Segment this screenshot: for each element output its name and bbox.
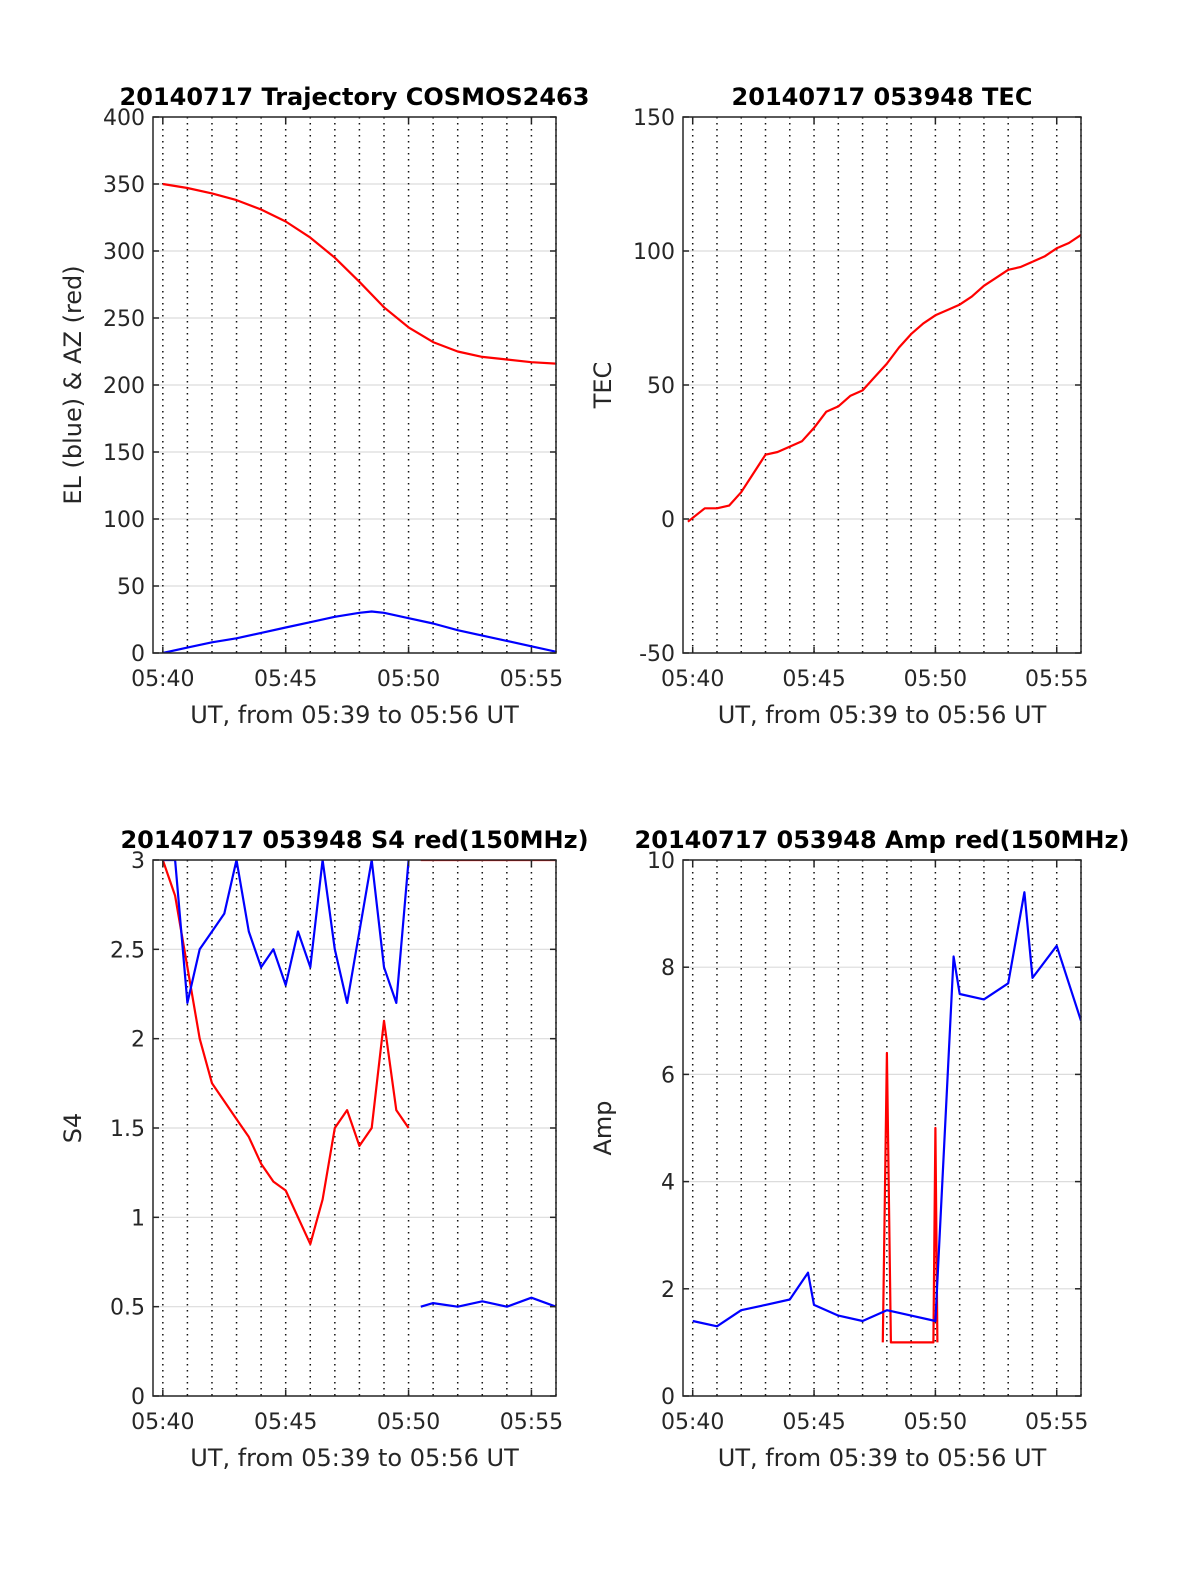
x-tick-label: 05:55 — [1025, 1410, 1088, 1435]
x-tick-label: 05:40 — [131, 1410, 194, 1435]
tec-panel: -50 0 50 100 150 05:40 05:45 05:50 05:55 20140717… — [589, 83, 1088, 729]
series-group — [687, 233, 1081, 523]
axes-box — [682, 859, 1082, 1397]
x-tick-label: 05:45 — [782, 1410, 845, 1435]
y-axis-label: EL (blue) & AZ (red) — [59, 265, 87, 504]
y-tick-label: 400 — [103, 106, 145, 131]
y-tick-label: 100 — [103, 508, 145, 533]
s4-panel: 0 0.5 1 1.5 2 2.5 3 05:40 05:45 05:50 05:55 2014071… — [59, 826, 589, 1472]
x-tick-label: 05:50 — [904, 667, 967, 692]
data-series-line — [162, 610, 556, 653]
x-tick-label: 05:50 — [904, 1410, 967, 1435]
x-axis-label: UT, from 05:39 to 05:56 UT — [718, 1444, 1047, 1472]
y-tick-label: 4 — [661, 1171, 675, 1196]
x-axis-label: UT, from 05:39 to 05:56 UT — [190, 701, 519, 729]
x-tick-label: 05:40 — [661, 667, 724, 692]
data-series-line — [420, 1296, 556, 1308]
panel-title: 20140717 053948 Amp red(150MHz) — [635, 826, 1130, 854]
y-tick-label: 200 — [103, 374, 145, 399]
y-tick-label: 250 — [103, 307, 145, 332]
y-tick-label: 0 — [131, 642, 145, 667]
panel-title: 20140717 Trajectory COSMOS2463 — [120, 83, 590, 111]
series-group — [161, 860, 556, 1308]
data-series-line — [692, 891, 1081, 1328]
series-group — [692, 891, 1081, 1344]
x-tick-label: 05:45 — [254, 667, 317, 692]
x-tick-label: 05:55 — [500, 1410, 563, 1435]
series-group — [162, 182, 556, 653]
y-axis-label: S4 — [59, 1113, 87, 1144]
trajectory-panel: 0 50 100 150 200 250 300 350 400 05:40 05:45 05:50 0… — [59, 83, 589, 729]
y-tick-label: 8 — [661, 956, 675, 981]
y-tick-label: 2 — [131, 1028, 145, 1053]
x-tick-label: 05:50 — [377, 667, 440, 692]
y-tick-label: 2 — [661, 1278, 675, 1303]
y-tick-label: 1 — [131, 1206, 145, 1231]
y-tick-label: 1.5 — [110, 1117, 145, 1142]
amp-panel: 0 2 4 6 8 10 05:40 05:45 05:50 05:55 20140717 0539… — [589, 826, 1129, 1472]
y-tick-label: 150 — [633, 106, 675, 131]
y-tick-label: 100 — [633, 240, 675, 265]
x-tick-label: 05:55 — [500, 667, 563, 692]
data-series-line — [881, 1051, 939, 1344]
y-tick-label: 10 — [647, 849, 675, 874]
y-tick-label: 2.5 — [110, 938, 145, 963]
data-series-line — [161, 860, 410, 1246]
panel-title: 20140717 053948 S4 red(150MHz) — [120, 826, 588, 854]
x-tick-label: 05:55 — [1025, 667, 1088, 692]
x-tick-label: 05:40 — [131, 667, 194, 692]
data-series-line — [162, 182, 556, 365]
y-tick-label: 0 — [661, 1385, 675, 1410]
data-series-line — [162, 860, 410, 1005]
y-tick-label: 6 — [661, 1063, 675, 1088]
y-tick-label: 3 — [131, 849, 145, 874]
y-tick-label: 0 — [131, 1385, 145, 1410]
data-series-line — [687, 233, 1081, 523]
x-tick-label: 05:45 — [254, 1410, 317, 1435]
y-tick-label: 50 — [117, 575, 145, 600]
x-tick-label: 05:40 — [661, 1410, 724, 1435]
x-axis-label: UT, from 05:39 to 05:56 UT — [718, 701, 1047, 729]
y-axis-label: TEC — [589, 362, 617, 410]
x-axis-label: UT, from 05:39 to 05:56 UT — [190, 1444, 519, 1472]
y-tick-label: -50 — [639, 642, 675, 667]
y-tick-label: 350 — [103, 173, 145, 198]
x-tick-label: 05:45 — [782, 667, 845, 692]
y-tick-label: 300 — [103, 240, 145, 265]
y-tick-label: 50 — [647, 374, 675, 399]
y-axis-label: Amp — [589, 1100, 617, 1155]
panel-title: 20140717 053948 TEC — [732, 83, 1033, 111]
y-tick-label: 0.5 — [110, 1296, 145, 1321]
y-tick-label: 150 — [103, 441, 145, 466]
y-tick-label: 0 — [661, 508, 675, 533]
x-tick-label: 05:50 — [377, 1410, 440, 1435]
